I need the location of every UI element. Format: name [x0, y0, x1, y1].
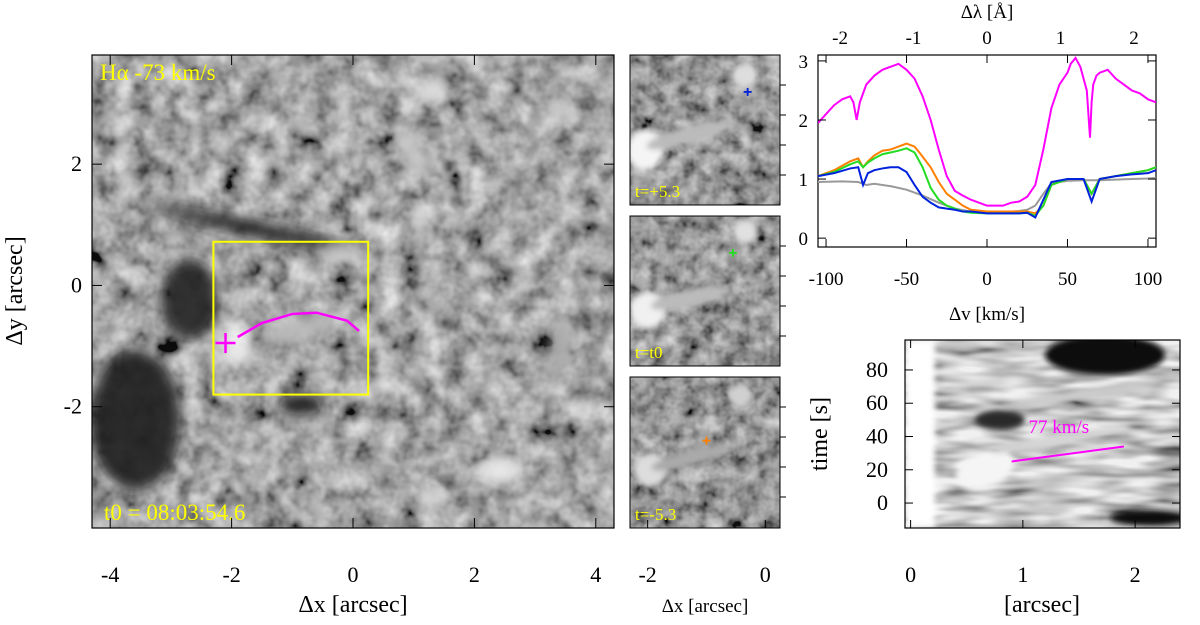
inset-frame-3 — [629, 376, 781, 529]
line-profile-panel: -100 -50 0 50 100 0 1 2 3 -2 -1 0 1 2 Δv [km/s] Δλ [Å… — [799, 2, 1163, 325]
time-distance-image: 77 km/s — [905, 340, 1180, 528]
lp-top-tick-label: 2 — [1129, 28, 1139, 49]
td-y-tick-label: 20 — [866, 457, 888, 482]
td-x-tick-label: 1 — [1017, 562, 1028, 587]
time-label: t0 = 08:03:54.6 — [104, 500, 245, 525]
lp-x-tick-label: 50 — [1058, 269, 1077, 290]
magenta-cross-marker — [215, 333, 236, 354]
td-y-tick-label: 80 — [866, 357, 888, 382]
main-y-tick-label: 2 — [71, 151, 82, 176]
main-y-tick-label: 0 — [71, 272, 82, 297]
line-profile-top-xlabel: Δλ [Å] — [961, 2, 1014, 23]
lp-x-tick-label: 0 — [982, 269, 992, 290]
main-map-ylabel: Δy [arcsec] — [2, 236, 28, 345]
main-x-tick-label: 4 — [590, 562, 601, 587]
orange-cross-marker — [702, 436, 711, 445]
time-distance-frame — [904, 339, 1181, 529]
lp-top-tick-label: 1 — [1056, 28, 1066, 49]
lp-x-tick-label: 100 — [1134, 269, 1163, 290]
td-y-tick-label: 60 — [866, 390, 888, 415]
td-x-tick-label: 0 — [905, 562, 916, 587]
inset-1-label: t=+5.3 — [635, 182, 680, 201]
main-x-tick-label: 2 — [469, 562, 480, 587]
line-profile-axes: -100 -50 0 50 100 0 1 2 3 -2 -1 0 1 2 — [799, 28, 1163, 290]
profile-line-magenta-profile — [818, 56, 1156, 207]
lp-top-tick-label: 0 — [982, 28, 992, 49]
main-y-tick-label: -2 — [64, 394, 82, 419]
green-cross-marker — [728, 248, 737, 257]
lp-x-tick-label: -100 — [809, 269, 844, 290]
main-x-tick-label: 0 — [348, 562, 359, 587]
lp-top-tick-label: -2 — [832, 28, 848, 49]
inset-2-label: t=t0 — [635, 343, 663, 362]
inset-panels: t=+5.3 t=t0 t=-5.3 — [629, 54, 786, 617]
profile-line-t-5-3 — [818, 166, 1156, 219]
main-map-xlabel: Δx [arcsec] — [298, 592, 407, 618]
inset-frame-3-image: t=-5.3 — [630, 377, 780, 528]
main-map-image: Hα -73 km/s t0 = 08:03:54.6 — [92, 55, 614, 528]
time-distance-ylabel: time [s] — [807, 397, 833, 471]
main-x-tick-label: -2 — [222, 562, 240, 587]
td-x-tick-label: 2 — [1130, 562, 1141, 587]
lp-y-tick-label: 3 — [799, 52, 809, 73]
td-y-tick-label: 40 — [866, 423, 888, 448]
inset-frame-2 — [629, 215, 781, 367]
line-profile-series — [818, 56, 1156, 219]
inset-3-label: t=-5.3 — [635, 505, 676, 524]
main-x-tick-label: -4 — [101, 562, 119, 587]
inset-frame-1 — [629, 54, 781, 206]
inset-frame-1-image: t=+5.3 — [630, 55, 780, 205]
inset-x-tick-label: 0 — [760, 562, 771, 587]
region-box — [212, 240, 370, 396]
main-map-title: Hα -73 km/s — [100, 60, 216, 85]
loop-path — [237, 311, 360, 339]
lp-x-tick-label: -50 — [894, 269, 919, 290]
line-profile-frame — [817, 54, 1157, 248]
lp-y-tick-label: 2 — [799, 111, 809, 132]
td-y-tick-label: 0 — [877, 490, 888, 515]
velocity-fit-line — [1011, 445, 1125, 463]
line-profile-xlabel: Δv [km/s] — [949, 304, 1025, 325]
lp-top-tick-label: -1 — [906, 28, 922, 49]
blue-cross-marker — [743, 87, 752, 96]
time-distance-xlabel: [arcsec] — [1004, 592, 1080, 618]
velocity-annotation: 77 km/s — [1028, 417, 1089, 438]
inset-axes: -2 0 — [638, 84, 786, 587]
lp-y-tick-label: 1 — [799, 170, 809, 191]
main-map-axes: -4 -2 0 2 4 -2 0 2 — [64, 55, 614, 587]
inset-xlabel: Δx [arcsec] — [662, 596, 749, 617]
inset-frame-2-image: t=t0 — [630, 216, 780, 366]
lp-y-tick-label: 0 — [799, 229, 809, 250]
main-map-panel: Hα -73 km/s t0 = 08:03:54.6 -4 -2 0 2 4-202 … — [2, 54, 615, 618]
inset-x-tick-label: -2 — [638, 562, 656, 587]
